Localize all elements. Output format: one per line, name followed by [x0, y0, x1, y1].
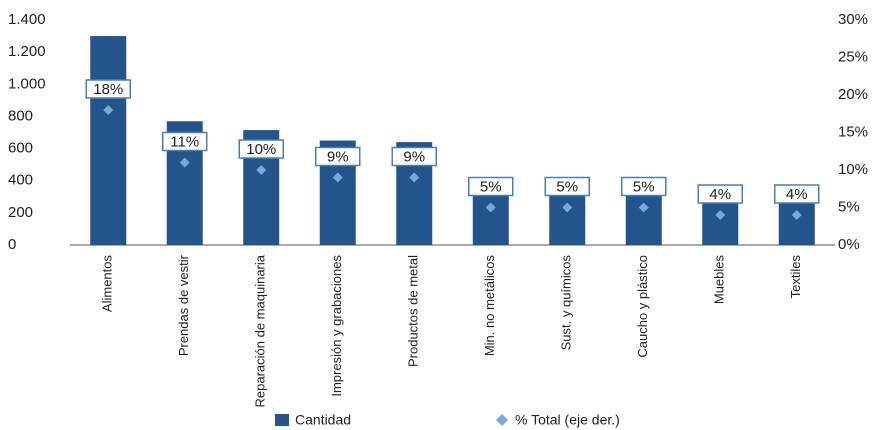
- marker: [332, 172, 343, 183]
- x-tick-label: Muebles: [712, 255, 727, 305]
- value-label: 18%: [93, 81, 123, 98]
- value-label: 5%: [556, 178, 578, 195]
- value-label: 9%: [403, 148, 425, 165]
- y-tick-label: 1.400: [8, 11, 46, 28]
- value-label-box: [391, 146, 437, 167]
- value-label-box: [697, 184, 743, 204]
- x-tick-label: Productos de metal: [406, 255, 421, 367]
- marker: [256, 165, 267, 175]
- y2-tick-label: 25%: [838, 48, 868, 65]
- marker: [485, 202, 496, 213]
- marker: [715, 210, 726, 220]
- x-tick-label: Textiles: [788, 255, 803, 299]
- y-tick-label: 200: [8, 204, 33, 221]
- x-tick-label: Impresión y grabaciones: [329, 255, 344, 397]
- bar: [90, 36, 127, 246]
- value-label: 11%: [170, 133, 199, 150]
- y2-tick-label: 5%: [838, 198, 860, 215]
- marker: [638, 202, 649, 213]
- legend-swatch: [496, 414, 508, 426]
- y-tick-label: 1.200: [8, 43, 46, 60]
- x-tick-label: Min. no metálicos: [482, 255, 497, 357]
- value-label-box: [162, 131, 208, 152]
- y-tick-label: 800: [8, 107, 33, 124]
- marker: [791, 210, 802, 220]
- bar: [625, 187, 662, 245]
- value-label: 4%: [786, 186, 808, 203]
- value-label: 10%: [246, 141, 276, 158]
- x-tick-label: Caucho y plástico: [635, 255, 650, 358]
- y2-tick-label: 0%: [838, 236, 860, 253]
- legend-label: Cantidad: [295, 412, 351, 428]
- x-tick-label: Reparación de maquinaria: [253, 254, 268, 407]
- value-label: 4%: [709, 186, 731, 203]
- marker: [409, 172, 420, 183]
- marker: [562, 202, 573, 213]
- value-label-box: [315, 146, 361, 167]
- x-tick-label: Sust. y químicos: [559, 255, 574, 351]
- value-label-box: [468, 176, 514, 197]
- y2-tick-label: 15%: [838, 123, 868, 140]
- x-tick-label: Prendas de vestir: [176, 254, 191, 356]
- value-label: 9%: [327, 148, 349, 165]
- value-label-box: [774, 184, 820, 204]
- x-tick-label: Alimentos: [100, 255, 115, 313]
- y2-tick-label: 20%: [838, 86, 868, 103]
- y-tick-label: 0: [8, 236, 16, 253]
- value-label-box: [544, 176, 590, 197]
- value-label-box: [238, 139, 284, 159]
- y2-tick-label: 10%: [838, 161, 868, 178]
- y-tick-label: 400: [8, 172, 33, 189]
- value-label: 5%: [633, 178, 655, 195]
- value-label-box: [621, 176, 667, 197]
- marker: [179, 157, 190, 168]
- y-tick-label: 600: [8, 140, 33, 157]
- y2-tick-label: 30%: [838, 11, 868, 28]
- value-label-box: [85, 79, 131, 99]
- legend-swatch: [275, 414, 289, 426]
- y-tick-label: 1.000: [8, 75, 46, 92]
- legend-label: % Total (eje der.): [515, 412, 620, 428]
- value-label: 5%: [480, 178, 502, 195]
- marker: [103, 105, 114, 115]
